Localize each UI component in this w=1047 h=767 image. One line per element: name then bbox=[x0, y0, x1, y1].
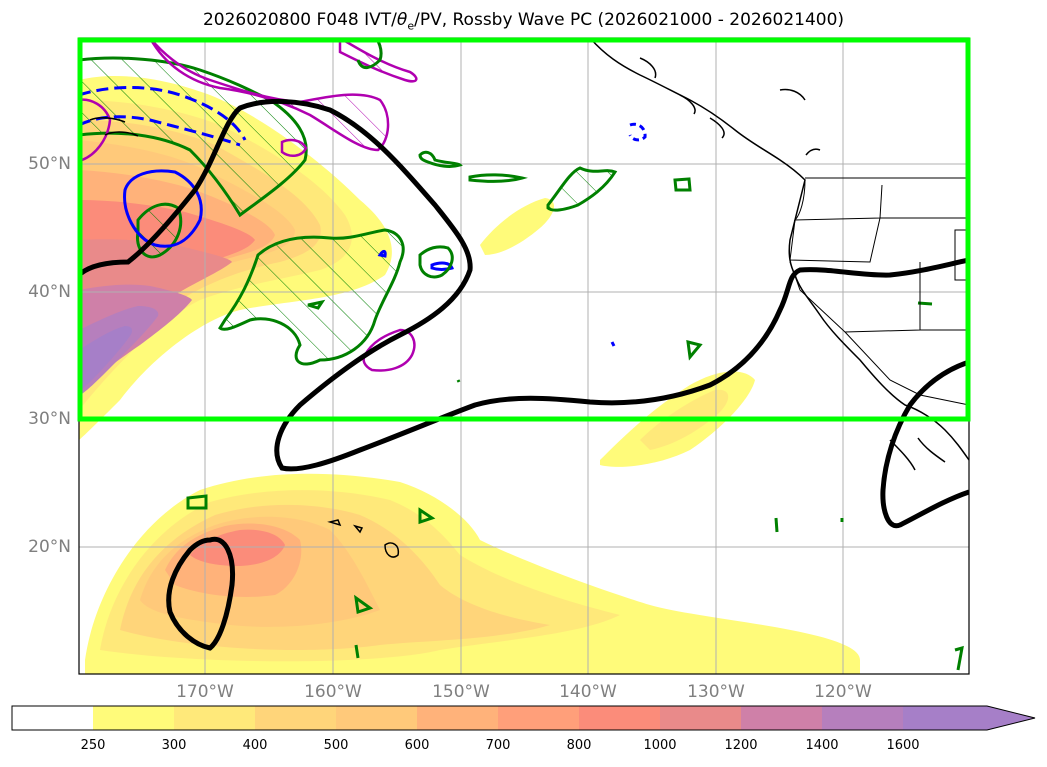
lon-label-120w: 120°W bbox=[814, 682, 872, 702]
colorbar-tick-700: 700 bbox=[485, 738, 511, 753]
map-plot-area bbox=[79, 38, 969, 674]
political-borders bbox=[789, 177, 969, 406]
pv-magenta-hatched bbox=[148, 38, 418, 152]
colorbar-tick-250: 250 bbox=[80, 738, 106, 753]
lat-label-50n: 50°N bbox=[28, 154, 71, 174]
rossby-wave-contours bbox=[79, 99, 969, 651]
lat-label-30n: 30°N bbox=[28, 409, 71, 429]
colorbar-tick-1200: 1200 bbox=[724, 738, 758, 753]
colorbar-tick-1000: 1000 bbox=[643, 738, 677, 753]
colorbar-tick-600: 600 bbox=[404, 738, 430, 753]
colorbar-tick-800: 800 bbox=[566, 738, 592, 753]
lat-label-20n: 20°N bbox=[28, 537, 71, 557]
magenta-contours bbox=[79, 98, 416, 372]
lon-label-130w: 130°W bbox=[687, 682, 745, 702]
coastlines bbox=[89, 38, 969, 558]
colorbar-tick-500: 500 bbox=[323, 738, 349, 753]
lon-label-140w: 140°W bbox=[559, 682, 617, 702]
colorbar-tick-400: 400 bbox=[242, 738, 268, 753]
colorbar-tick-1600: 1600 bbox=[886, 738, 920, 753]
colorbar-tick-300: 300 bbox=[161, 738, 187, 753]
colorbar bbox=[11, 705, 1036, 731]
colorbar-tick-1400: 1400 bbox=[805, 738, 839, 753]
lon-label-170w: 170°W bbox=[176, 682, 234, 702]
region-box bbox=[77, 37, 971, 422]
ivt-patch-central bbox=[480, 198, 555, 255]
lat-label-40n: 40°N bbox=[28, 282, 71, 302]
lon-label-160w: 160°W bbox=[304, 682, 362, 702]
ivt-southern-plume bbox=[85, 473, 860, 674]
map-title: 2026020800 F048 IVT/θe/PV, Rossby Wave P… bbox=[202, 10, 845, 33]
lon-label-150w: 150°W bbox=[432, 682, 490, 702]
